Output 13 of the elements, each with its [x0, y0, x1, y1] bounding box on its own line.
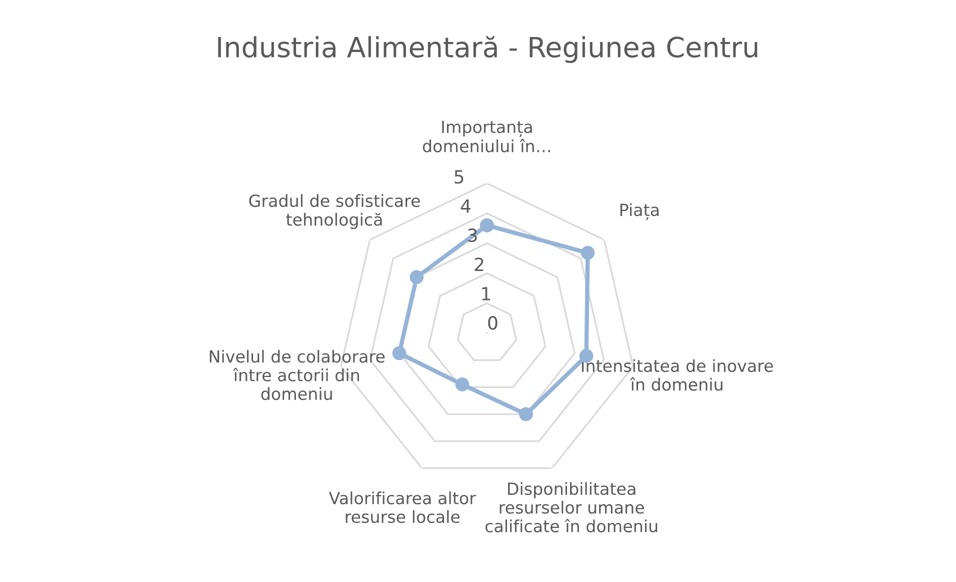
spoke-label: Gradul de sofisticare tehnologică [249, 194, 420, 230]
spoke-label: Importanța domeniului în… [422, 120, 550, 152]
y-tick-label: 1 [482, 287, 490, 300]
y-tick-label: 2 [474, 258, 484, 272]
spoke-label: Disponibilitatea resurselor umane calificate în domeniu [485, 482, 658, 532]
spoke-label: Piața [620, 203, 659, 220]
y-tick-label: 4 [460, 199, 470, 213]
y-tick-label: 0 [488, 316, 498, 330]
spoke-label: Intensitatea de inovare în domeniu [582, 359, 773, 391]
spoke-label: Valorificarea altor resurse locale [328, 491, 476, 524]
y-tick-label: 5 [454, 170, 464, 184]
chart-title: Industria Alimentară - Regiunea Centru [218, 36, 758, 63]
spoke-label: Nivelul de colaborare între actorii din domeniu [210, 350, 385, 400]
